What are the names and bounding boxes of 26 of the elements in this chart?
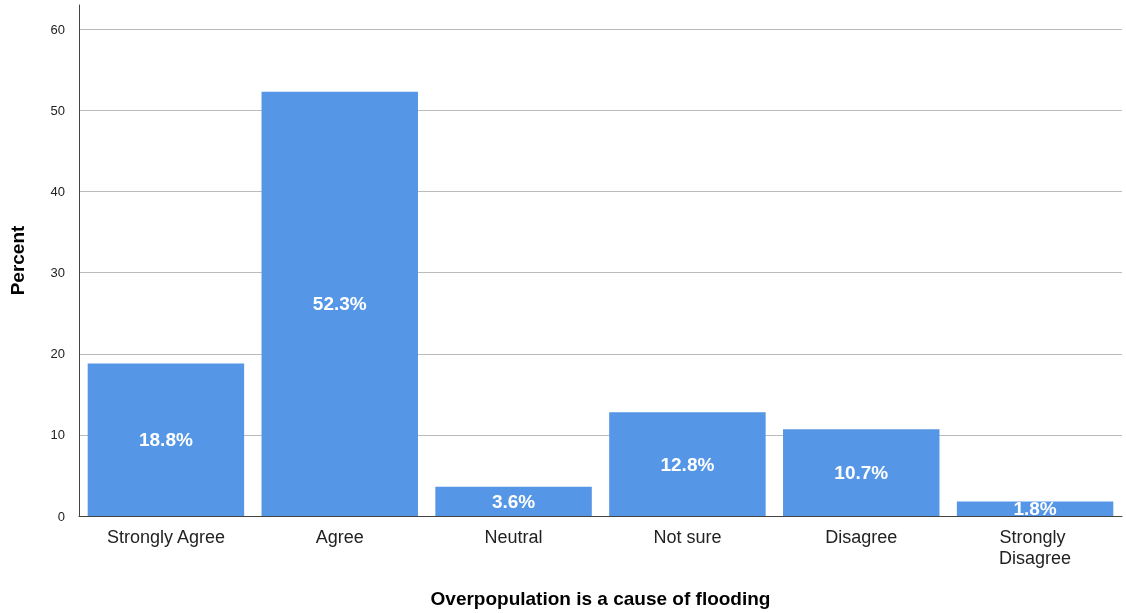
data-label: 18.8% bbox=[138, 429, 193, 451]
bar bbox=[261, 91, 418, 516]
x-tick-label: Disagree bbox=[825, 526, 898, 547]
data-label: 1.8% bbox=[1013, 498, 1057, 520]
bar bbox=[783, 429, 940, 516]
y-tick-label: 60 bbox=[50, 21, 65, 37]
y-axis-title: Percent bbox=[7, 224, 28, 296]
x-tick-label: Strongly Disagree bbox=[999, 526, 1072, 568]
data-label: 52.3% bbox=[312, 293, 367, 315]
x-tick-label: Not sure bbox=[653, 526, 722, 547]
x-axis-title: Overpopulation is a cause of flooding bbox=[430, 588, 771, 609]
bar bbox=[435, 486, 592, 516]
y-tick-label: 30 bbox=[50, 265, 65, 281]
x-tick-label: Strongly Agree bbox=[106, 526, 225, 547]
y-tick-label: 20 bbox=[50, 346, 65, 362]
y-tick-label: 40 bbox=[50, 184, 65, 200]
y-tick-label: 10 bbox=[50, 427, 65, 443]
bar bbox=[609, 412, 766, 516]
data-label: 3.6% bbox=[491, 490, 536, 512]
data-label: 12.8% bbox=[660, 453, 715, 475]
y-tick-label: 50 bbox=[50, 102, 65, 118]
bar bbox=[87, 363, 245, 516]
x-tick-label: Neutral bbox=[484, 526, 543, 547]
y-tick-label: 0 bbox=[57, 508, 65, 524]
x-tick-label: Agree bbox=[315, 526, 364, 547]
data-label: 10.7% bbox=[834, 462, 889, 484]
